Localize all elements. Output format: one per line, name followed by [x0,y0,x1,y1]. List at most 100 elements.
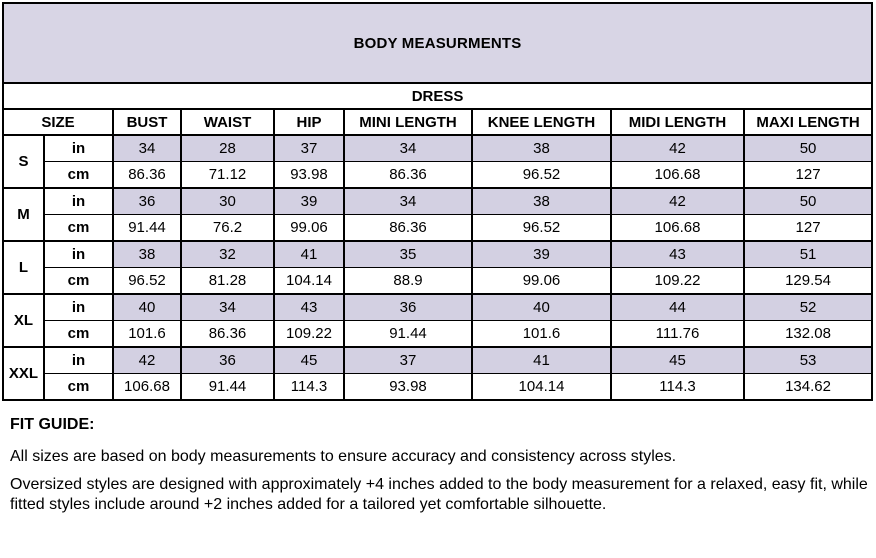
column-header-hip: HIP [273,108,345,136]
measurement-value: 91.44 [112,214,182,242]
measurement-value: 88.9 [343,267,473,295]
measurement-value: 86.36 [112,161,182,189]
measurement-value: 109.22 [610,267,745,295]
measurement-value: 36 [112,187,182,215]
size-label-m: M [2,187,45,242]
measurement-value: 35 [343,240,473,268]
measurement-value: 104.14 [471,373,612,401]
unit-label-in: in [43,187,114,215]
measurement-value: 86.36 [343,214,473,242]
measurement-value: 101.6 [471,320,612,348]
measurement-value: 38 [471,187,612,215]
category-row: DRESS [1,82,874,110]
size-row-xxl-in: XXL in 42 36 45 37 41 45 53 [2,346,874,401]
measurement-value: 106.68 [610,161,745,189]
column-header-knee-length: KNEE LENGTH [471,108,612,136]
measurement-value: 34 [343,134,473,162]
measurement-value: 28 [180,134,275,162]
size-row-xxl-cm: cm 106.68 91.44 114.3 93.98 104.14 114.3 134.62 [3,373,874,401]
measurement-value: 36 [180,346,275,374]
measurement-value: 41 [273,240,345,268]
measurement-value: 106.68 [112,373,182,401]
size-row-xl-in: XL in 40 34 43 36 40 44 52 [2,293,874,348]
measurement-value: 32 [180,240,275,268]
measurement-value: 40 [112,293,182,321]
column-header-midi-length: MIDI LENGTH [610,108,745,136]
unit-label-in: in [43,134,114,162]
measurement-value: 34 [343,187,473,215]
unit-label-in: in [43,240,114,268]
column-header-maxi-length: MAXI LENGTH [742,108,874,136]
size-label-l: L [2,240,45,295]
measurement-value: 111.76 [610,320,745,348]
measurement-value: 99.06 [471,267,612,295]
fit-guide-heading: FIT GUIDE: [10,416,95,433]
measurement-value: 86.36 [180,320,275,348]
column-header-row: SIZE BUST WAIST HIP MINI LENGTH KNEE LENGTH MI… [2,108,874,136]
unit-label-in: in [43,346,114,374]
table-title: BODY MEASURMENTS [1,2,874,84]
size-row-s-cm: cm 86.36 71.12 93.98 86.36 96.52 106.68 127 [3,161,874,189]
column-header-size: SIZE [2,108,114,136]
measurement-value: 43 [273,293,345,321]
unit-label-cm: cm [43,214,114,242]
measurement-value: 41 [471,346,612,374]
measurement-value: 129.54 [742,267,874,295]
column-header-bust: BUST [112,108,182,136]
measurement-value: 38 [471,134,612,162]
measurement-value: 101.6 [112,320,182,348]
measurement-value: 51 [742,240,874,268]
measurement-value: 39 [471,240,612,268]
measurement-value: 106.68 [610,214,745,242]
measurement-value: 30 [180,187,275,215]
fit-guide-line: Oversized styles are designed with appro… [10,476,868,513]
fit-guide-section: FIT GUIDE: All sizes are based on body m… [10,415,870,514]
size-row-m-cm: cm 91.44 76.2 99.06 86.36 96.52 106.68 127 [3,214,874,242]
measurement-value: 132.08 [742,320,874,348]
measurement-value: 96.52 [471,214,612,242]
unit-label-cm: cm [43,267,114,295]
measurement-value: 114.3 [273,373,345,401]
unit-label-cm: cm [43,161,114,189]
measurement-value: 36 [343,293,473,321]
measurement-value: 42 [610,134,745,162]
measurement-value: 50 [742,187,874,215]
category-label: DRESS [1,82,874,110]
measurement-value: 39 [273,187,345,215]
measurement-value: 37 [273,134,345,162]
measurement-value: 81.28 [180,267,275,295]
measurement-value: 42 [610,187,745,215]
measurement-value: 42 [112,346,182,374]
measurement-value: 44 [610,293,745,321]
measurement-value: 50 [742,134,874,162]
measurement-value: 45 [610,346,745,374]
body-measurements-table: BODY MEASURMENTS DRESS SIZE BUST WAIST HIP M… [1,2,874,401]
measurement-value: 109.22 [273,320,345,348]
measurement-value: 45 [273,346,345,374]
measurement-value: 127 [742,214,874,242]
measurement-value: 99.06 [273,214,345,242]
column-header-waist: WAIST [180,108,275,136]
measurement-value: 76.2 [180,214,275,242]
measurement-value: 114.3 [610,373,745,401]
measurement-value: 93.98 [343,373,473,401]
size-row-l-cm: cm 96.52 81.28 104.14 88.9 99.06 109.22 129.54 [3,267,874,295]
measurement-value: 91.44 [343,320,473,348]
column-header-mini-length: MINI LENGTH [343,108,473,136]
measurement-value: 93.98 [273,161,345,189]
fit-guide-line: All sizes are based on body measurements… [10,447,677,465]
measurement-value: 53 [742,346,874,374]
measurement-value: 127 [742,161,874,189]
measurement-value: 91.44 [180,373,275,401]
measurement-value: 34 [180,293,275,321]
measurement-value: 52 [742,293,874,321]
measurement-value: 40 [471,293,612,321]
measurement-value: 134.62 [742,373,874,401]
size-label-xl: XL [2,293,45,348]
unit-label-in: in [43,293,114,321]
